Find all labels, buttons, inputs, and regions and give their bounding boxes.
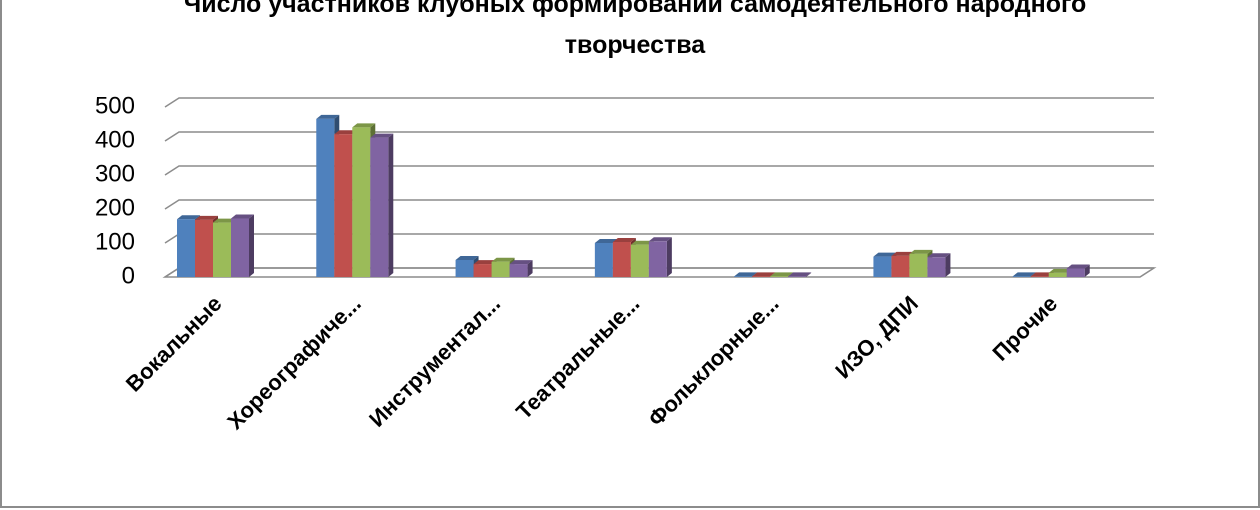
bar-front — [927, 257, 946, 277]
bar-top — [1012, 272, 1036, 277]
x-tick-label: Хореографиче... — [222, 291, 365, 434]
x-tick-label: Прочие — [988, 291, 1063, 366]
bar — [509, 260, 533, 277]
bar-front — [1012, 276, 1031, 277]
bar-front — [316, 118, 335, 278]
bar-front — [177, 219, 195, 277]
bar-side — [945, 253, 951, 277]
grid-line — [164, 97, 1154, 108]
bar-front — [213, 222, 231, 277]
bar-front — [231, 218, 249, 277]
bar-front — [370, 137, 389, 277]
bar-front — [195, 219, 213, 277]
y-tick-label: 400 — [95, 126, 135, 153]
bar-top — [927, 253, 951, 258]
bar-top — [891, 251, 915, 256]
bar-top — [177, 215, 200, 220]
bar-top — [473, 260, 497, 265]
bar-top — [370, 133, 394, 138]
bar-top — [213, 218, 236, 223]
bar-side — [388, 133, 394, 277]
bar-top — [752, 272, 776, 277]
bar-top — [509, 260, 533, 265]
x-tick-label: Фольклорные... — [643, 291, 783, 431]
bar-front — [873, 256, 892, 277]
bar-front — [473, 264, 492, 277]
bar-top — [334, 130, 358, 135]
bar-top — [648, 237, 672, 242]
bar-front — [734, 276, 753, 277]
bar-front — [752, 276, 771, 277]
bar-top — [788, 272, 812, 277]
bar-top — [770, 272, 794, 277]
bar-top — [455, 256, 479, 260]
bar-front — [788, 276, 807, 277]
bar-side — [666, 237, 672, 277]
bar-front — [352, 127, 371, 278]
bar-front — [630, 244, 649, 277]
chart-title: Число участников клубных формирований са… — [183, 0, 1087, 59]
bar — [927, 253, 951, 277]
y-tick-label: 500 — [95, 92, 135, 119]
bar-top — [594, 239, 618, 243]
bar-front — [770, 276, 789, 277]
x-tick-label: Инструментал... — [364, 291, 505, 432]
bar-front — [491, 261, 510, 277]
bar-front — [509, 264, 528, 277]
bar-side — [527, 260, 533, 277]
y-tick-label: 100 — [95, 228, 135, 255]
bar-side — [249, 214, 254, 277]
bar-front — [891, 255, 910, 277]
bar-top — [630, 240, 654, 245]
y-tick-label: 300 — [95, 160, 135, 187]
bar — [1066, 264, 1090, 277]
bar-front — [1030, 276, 1049, 277]
bar-top — [231, 214, 254, 219]
bar-front — [648, 241, 667, 277]
bar-front — [334, 134, 353, 277]
bar-top — [1066, 264, 1090, 269]
bar-top — [195, 215, 218, 220]
bar-front — [1048, 272, 1067, 277]
bar-top — [909, 249, 933, 254]
bar-front — [594, 243, 613, 277]
grid-line — [164, 131, 1154, 142]
bar-side — [806, 272, 812, 277]
bar-side — [1084, 264, 1090, 277]
y-tick-label: 200 — [95, 194, 135, 221]
bar-front — [455, 260, 474, 277]
bar-front — [1066, 268, 1085, 277]
bar-top — [612, 237, 636, 242]
bar — [648, 237, 672, 277]
grid-line — [164, 199, 1154, 210]
bar — [231, 214, 254, 277]
bar-top — [316, 114, 340, 119]
bar-top — [1030, 272, 1054, 277]
y-tick-label: 0 — [122, 262, 135, 289]
bar-top — [491, 257, 515, 262]
bar-front — [612, 241, 631, 277]
x-tick-label: Вокальные — [121, 291, 227, 397]
bar-top — [734, 272, 758, 277]
x-tick-label: Театральные... — [511, 291, 644, 424]
bar — [788, 272, 812, 277]
bar-top — [873, 252, 897, 257]
grid-line — [164, 165, 1154, 176]
x-tick-label: ИЗО, ДПИ — [830, 291, 923, 384]
bar-top — [1048, 268, 1072, 273]
bar — [370, 133, 394, 277]
bar-top — [352, 123, 376, 128]
bar-front — [909, 253, 928, 277]
